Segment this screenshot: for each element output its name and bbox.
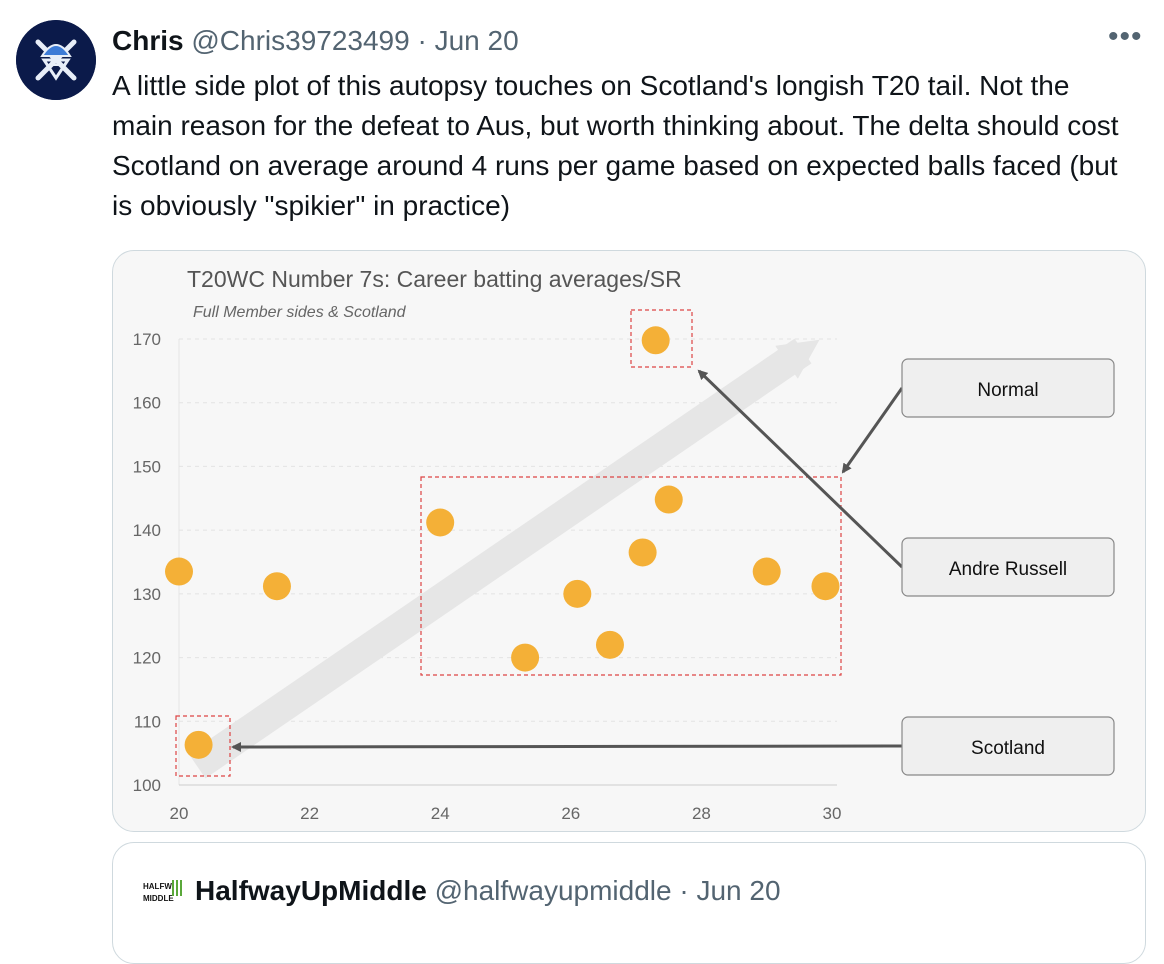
normal-highlight-box bbox=[420, 476, 842, 676]
y-tick-label: 110 bbox=[134, 712, 161, 731]
data-point bbox=[752, 557, 781, 586]
trend-arrow bbox=[188, 338, 820, 779]
y-tick-label: 100 bbox=[133, 776, 161, 795]
halfwayupmiddle-logo: HALFW MIDDLE bbox=[143, 880, 182, 903]
quoted-tweet[interactable]: HALFW MIDDLE HalfwayUpMiddle @halfwayupm… bbox=[112, 842, 1146, 964]
author-name[interactable]: Chris bbox=[112, 25, 184, 56]
annotation-andre-russell: Andre Russell bbox=[901, 537, 1115, 597]
data-point bbox=[563, 579, 592, 608]
tweet-media[interactable]: T20WC Number 7s: Career batting averages… bbox=[112, 250, 1146, 832]
quote-author-name[interactable]: HalfwayUpMiddle bbox=[195, 875, 427, 906]
svg-text:HALFW: HALFW bbox=[143, 882, 172, 891]
data-point bbox=[165, 557, 193, 586]
russell-arrow bbox=[697, 369, 904, 569]
cricket-helmet-icon bbox=[16, 20, 96, 100]
x-tick-label: 24 bbox=[431, 804, 450, 823]
data-point bbox=[511, 643, 540, 672]
chart-title: T20WC Number 7s: Career batting averages… bbox=[187, 266, 682, 292]
y-tick-label: 160 bbox=[133, 394, 161, 413]
chart-subtitle: Full Member sides & Scotland bbox=[193, 304, 407, 321]
data-point bbox=[654, 485, 683, 514]
annotation-normal-label: Normal bbox=[977, 380, 1038, 401]
x-axis: 20 22 24 26 28 30 bbox=[170, 804, 842, 823]
scotland-highlight-box bbox=[175, 715, 231, 777]
data-point bbox=[811, 572, 840, 601]
y-tick-label: 150 bbox=[133, 457, 161, 476]
avatar[interactable] bbox=[16, 20, 96, 100]
y-tick-label: 140 bbox=[133, 521, 161, 540]
tweet-text: A little side plot of this autopsy touch… bbox=[112, 70, 1119, 221]
quote-date[interactable]: Jun 20 bbox=[696, 875, 781, 906]
more-icon[interactable]: ••• bbox=[1108, 20, 1143, 53]
annotation-scotland-label: Scotland bbox=[971, 738, 1045, 759]
quote-separator: · bbox=[679, 875, 689, 906]
y-tick-label: 170 bbox=[133, 330, 161, 349]
svg-text:MIDDLE: MIDDLE bbox=[143, 894, 174, 903]
x-tick-label: 28 bbox=[692, 804, 711, 823]
data-point bbox=[595, 630, 624, 659]
x-tick-label: 26 bbox=[561, 804, 580, 823]
annotation-russell-label: Andre Russell bbox=[949, 559, 1067, 580]
russell-highlight-box bbox=[630, 309, 693, 368]
annotation-scotland: Scotland bbox=[901, 716, 1115, 776]
data-point bbox=[262, 572, 291, 601]
separator: · bbox=[417, 25, 427, 56]
data-point bbox=[184, 730, 213, 759]
quote-header: HalfwayUpMiddle @halfwayupmiddle · Jun 2… bbox=[195, 875, 781, 907]
normal-arrow bbox=[841, 387, 904, 474]
x-tick-label: 30 bbox=[823, 804, 842, 823]
data-point bbox=[628, 538, 657, 567]
scatter-chart: T20WC Number 7s: Career batting averages… bbox=[133, 266, 1115, 823]
data-points bbox=[165, 326, 840, 759]
y-tick-label: 120 bbox=[133, 649, 161, 668]
y-tick-label: 130 bbox=[133, 585, 161, 604]
tweet-date[interactable]: Jun 20 bbox=[434, 25, 519, 56]
annotation-normal: Normal bbox=[901, 358, 1115, 418]
x-tick-label: 22 bbox=[300, 804, 319, 823]
data-point bbox=[641, 326, 670, 355]
scotland-arrow bbox=[231, 741, 903, 752]
data-point bbox=[426, 508, 455, 537]
x-tick-label: 20 bbox=[170, 804, 189, 823]
author-handle[interactable]: @Chris39723499 bbox=[191, 25, 410, 56]
y-axis: 100 110 120 130 140 150 160 170 bbox=[133, 330, 161, 795]
quote-author-handle[interactable]: @halfwayupmiddle bbox=[434, 875, 672, 906]
tweet-header: Chris @Chris39723499 · Jun 20 bbox=[112, 24, 519, 58]
